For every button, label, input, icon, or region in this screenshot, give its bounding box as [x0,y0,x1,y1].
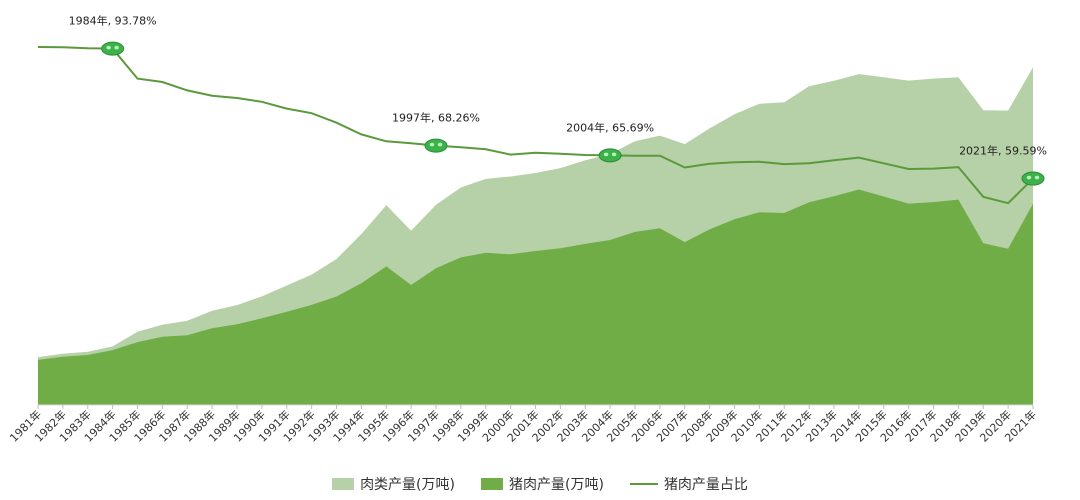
annotation-label-2: 2004年, 65.69% [566,120,654,134]
marker-layer: 1984年, 93.78% 1997年, 68.26% 2004年, 65.69% 2… [69,14,1047,186]
highlight-point-1 [424,138,448,153]
legend-swatch-meat [332,478,355,490]
legend-swatch-pork [481,478,503,490]
legend-label-pork: 猪肉产量(万吨) [509,477,604,493]
legend: 肉类产量(万吨) 猪肉产量(万吨) 猪肉产量占比 [0,474,1080,494]
area-layer [38,67,1033,406]
legend-label-meat: 肉类产量(万吨) [360,477,455,493]
annotation-label-0: 1984年, 93.78% [69,14,157,28]
highlight-point-2 [598,148,622,163]
area-series-1 [38,189,1033,405]
line-series-2 [37,46,1034,205]
legend-label-share: 猪肉产量占比 [663,477,748,493]
legend-item-share: 猪肉产量占比 [629,474,748,494]
highlight-point-0 [101,41,125,56]
legend-item-pork: 猪肉产量(万吨) [481,474,604,494]
x-axis: 1981年1982年1983年1984年1985年1986年1987年1988年… [7,404,1039,445]
highlight-point-3 [1021,171,1045,186]
annotation-label-1: 1997年, 68.26% [392,111,480,125]
annotation-label-3: 2021年, 59.59% [959,144,1047,158]
line-layer [37,46,1034,205]
legend-swatch-share [629,483,658,485]
legend-item-meat: 肉类产量(万吨) [332,474,455,494]
